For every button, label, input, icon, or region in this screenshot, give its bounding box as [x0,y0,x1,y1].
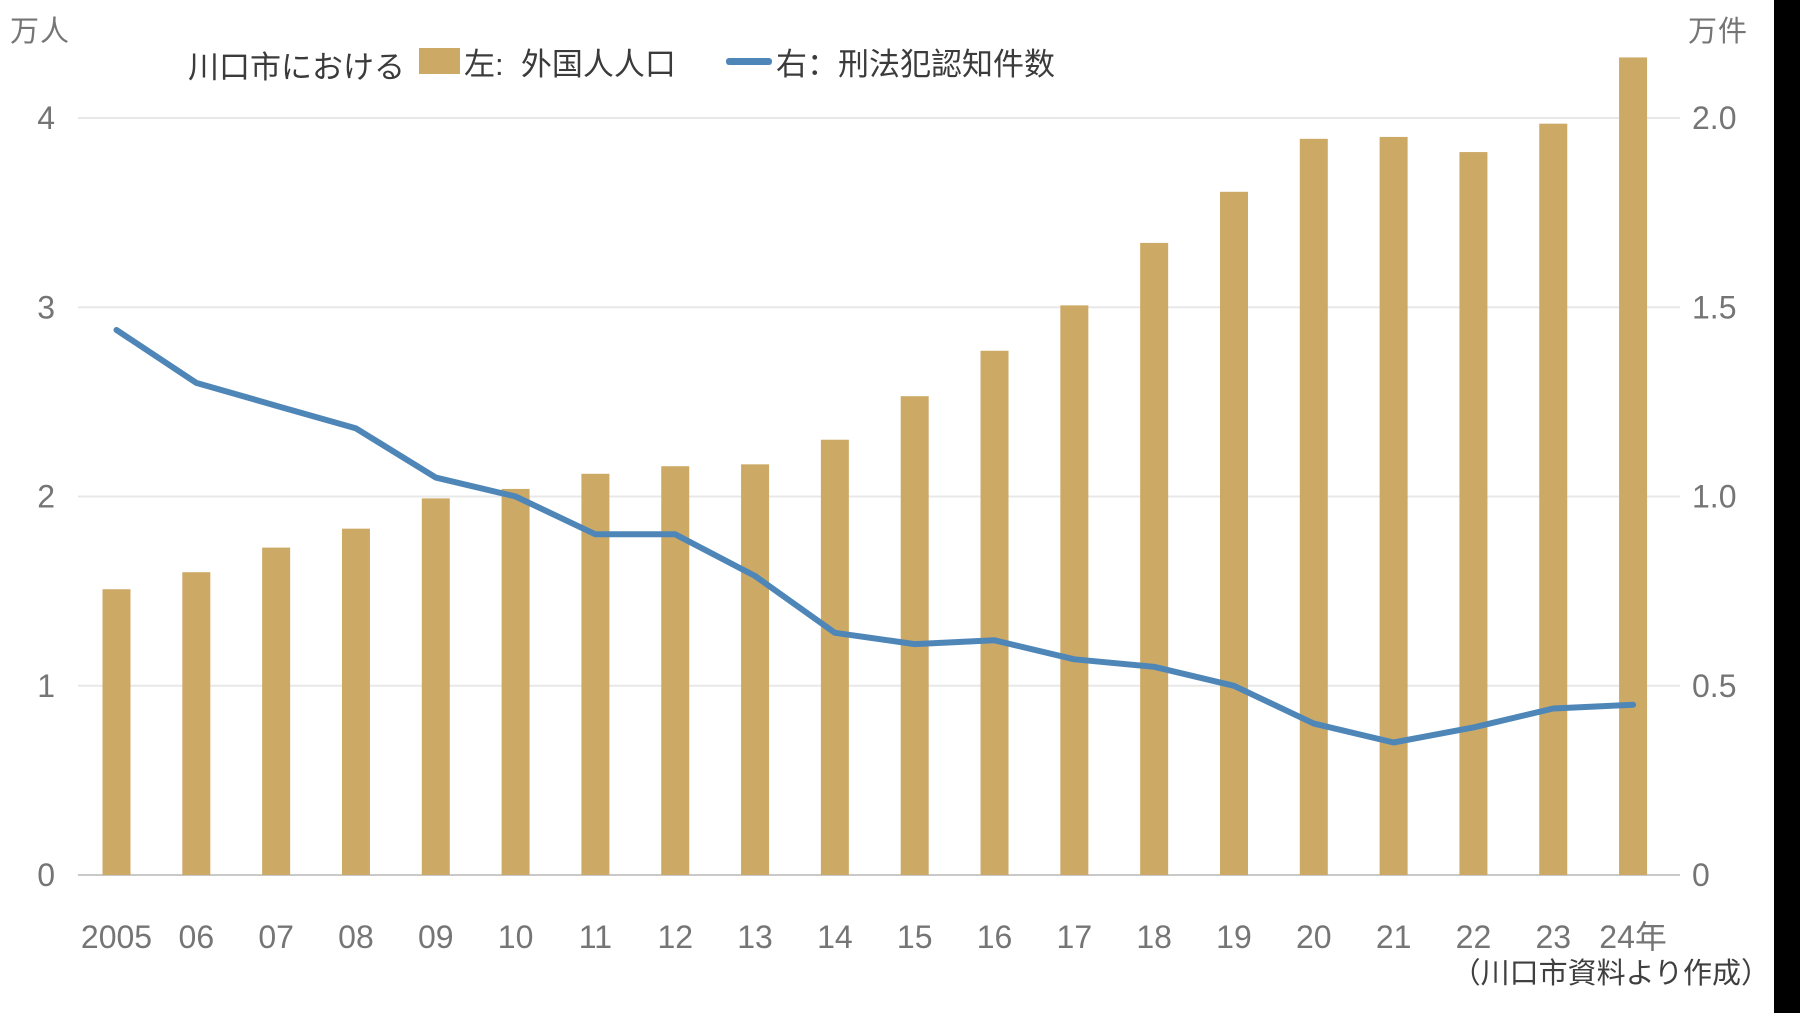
x-axis-label-12: 12 [657,919,693,955]
right-axis-tick-label: 0 [1692,857,1710,893]
bar-23 [1539,123,1568,876]
left-axis-unit: 万人 [10,16,71,48]
x-axis-label-24年: 24年 [1599,919,1667,955]
left-axis-tick-label: 1 [37,668,55,704]
bar-12 [661,466,690,875]
x-axis-label-06: 06 [179,919,215,955]
bar-18 [1140,242,1169,875]
bar-08 [341,528,370,875]
bar-19 [1219,191,1248,875]
x-axis-label-14: 14 [817,919,853,955]
chart-title: 川口市における [188,50,405,85]
bar-2005 [102,589,131,875]
bar-16 [980,350,1009,876]
x-axis-label-18: 18 [1136,919,1172,955]
x-axis-label-21: 21 [1376,919,1412,955]
bar-20 [1299,138,1328,875]
x-axis-label-17: 17 [1057,919,1093,955]
x-axis-label-11: 11 [579,919,612,955]
x-axis-label-16: 16 [977,919,1013,955]
bar-09 [421,498,450,875]
bar-11 [581,473,610,875]
x-axis-label-19: 19 [1216,919,1252,955]
right-axis-tick-label: 0.5 [1692,668,1736,704]
chart-header: 川口市における 左: 外国人人口 右：刑法犯認知件数 [0,42,1780,86]
x-axis-label-22: 22 [1456,919,1492,955]
legend-item-line: 右：刑法犯認知件数 [726,42,1055,82]
bar-10 [501,488,530,875]
line-series-swatch [726,57,772,65]
bar-24年 [1619,57,1648,875]
bar-07 [262,547,291,875]
x-axis-label-07: 07 [258,919,294,955]
right-axis-tick-label: 2.0 [1692,100,1736,136]
x-axis-label-10: 10 [498,919,534,955]
legend-bar-label: 左: 外国人人口 [464,46,676,82]
x-axis-label-09: 09 [418,919,454,955]
bar-17 [1060,305,1089,875]
crime-count-line [113,327,1637,746]
bar-13 [741,464,770,875]
legend-item-bar: 左: 外国人人口 [419,42,676,82]
x-axis-label-23: 23 [1535,919,1571,955]
x-axis-label-2005: 2005 [81,919,152,955]
left-axis-tick-label: 3 [37,289,55,325]
right-axis-unit: 万件 [1688,16,1749,48]
right-axis-tick-label: 1.0 [1692,479,1736,515]
left-axis-tick-label: 2 [37,479,55,515]
x-axis-label-15: 15 [897,919,933,955]
bar-22 [1459,152,1488,875]
bar-series-swatch [419,48,460,74]
left-axis-tick-label: 4 [37,100,55,136]
source-note: （川口市資料より作成） [1451,958,1770,990]
bar-06 [182,572,211,875]
bar-15 [900,396,929,875]
x-axis-label-13: 13 [737,919,773,955]
right-edge-strip [1774,0,1800,1013]
x-axis-label-20: 20 [1296,919,1332,955]
legend-line-label: 右：刑法犯認知件数 [776,46,1055,82]
bar-14 [820,439,849,875]
right-axis-tick-label: 1.5 [1692,289,1736,325]
x-axis-label-08: 08 [338,919,374,955]
bar-21 [1379,136,1408,876]
left-axis-tick-label: 0 [37,857,55,893]
